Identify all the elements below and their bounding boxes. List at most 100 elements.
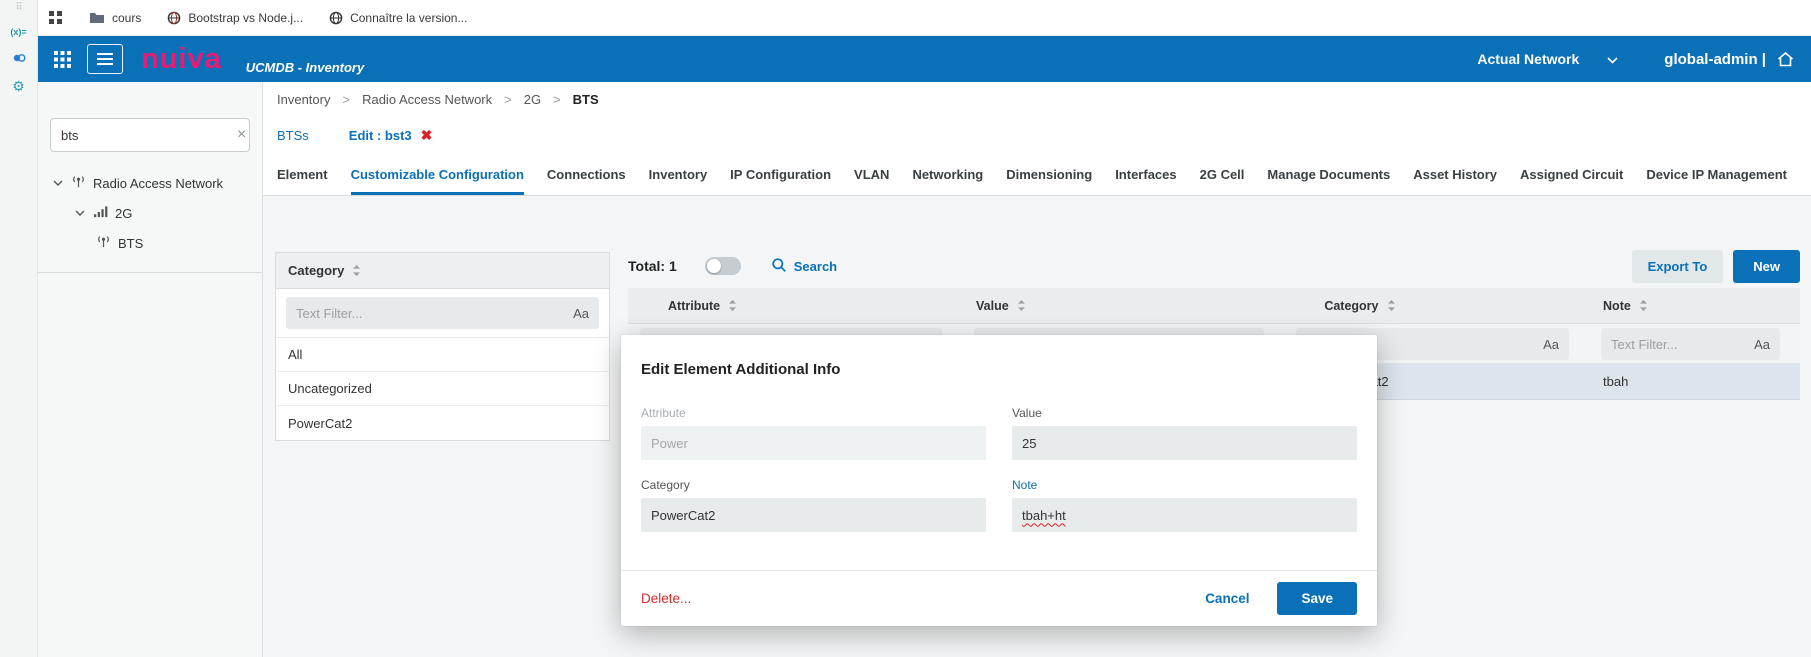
export-to-button[interactable]: Export To [1631,249,1724,283]
category-label: Category [641,478,690,492]
case-sensitive-toggle[interactable]: Aa [573,305,589,321]
value-input[interactable]: 25 [1012,426,1357,460]
bookmark-bootstrap[interactable]: Bootstrap vs Node.j... [167,11,303,25]
value-text: 25 [1022,435,1037,451]
sort-icon [1639,299,1648,312]
category-item-all[interactable]: All [276,338,609,372]
note-input[interactable]: tbah+ht [1012,498,1357,532]
search-button[interactable]: Search [771,257,837,276]
filter-toggle[interactable] [704,257,741,275]
note-filter-cell: Text Filter... Aa [1589,324,1800,364]
menu-button[interactable] [87,44,123,74]
network-label: Actual Network [1477,51,1580,67]
tab-edit-bst3[interactable]: Edit : bst3 ✖ [349,128,433,143]
speed-dial-icon[interactable] [48,10,63,25]
apps-grid-icon[interactable] [54,50,71,68]
column-header-note[interactable]: Note [1589,288,1800,323]
tab-btss[interactable]: BTSs [277,127,309,143]
total-count: Total: 1 [628,258,677,274]
signal-icon [93,205,108,221]
delete-button[interactable]: Delete... [641,591,692,606]
bookmark-cours[interactable]: cours [89,11,141,25]
tree-item-bts[interactable]: BTS [38,228,262,258]
category-item-powercat2[interactable]: PowerCat2 [288,415,353,431]
home-icon[interactable] [1776,50,1795,68]
case-sensitive-toggle[interactable]: Aa [1754,336,1770,352]
column-label: Category [1324,298,1379,313]
search-label: Search [793,258,838,274]
new-button[interactable]: New [1733,249,1800,283]
note-field: Note tbah+ht [1012,478,1357,532]
tab-customizable-configuration[interactable]: Customizable Configuration [350,154,524,195]
tab-2g-cell[interactable]: 2G Cell [1199,166,1245,182]
globe-icon [329,11,343,25]
filter-placeholder: Text Filter... [296,305,363,321]
note-label: Note [1012,478,1038,492]
tab-ip-configuration[interactable]: IP Configuration [730,166,832,182]
tab-interfaces[interactable]: Interfaces [1115,166,1177,182]
chevron-down-icon[interactable] [74,210,86,216]
save-button[interactable]: Save [1277,582,1357,615]
chevron-down-icon[interactable] [52,180,64,186]
column-header-attribute[interactable]: Attribute [628,288,962,323]
tab-dimensioning[interactable]: Dimensioning [1006,166,1093,182]
tab-connections[interactable]: Connections [546,166,626,182]
tree-item-2g[interactable]: 2G [38,198,262,228]
column-label: Value [976,298,1009,313]
folder-icon [89,11,105,24]
grip-icon[interactable]: ⠿ [15,2,22,13]
table-toolbar: Total: 1 Search Export To New [628,244,1800,288]
tab-assigned-circuit[interactable]: Assigned Circuit [1520,166,1624,182]
brand-logo[interactable]: nuiva [141,42,222,75]
sidebar-search-input[interactable] [61,127,237,143]
formula-extension-icon[interactable]: (x)= [10,27,27,37]
category-field: Category PowerCat2 [641,478,986,532]
column-header-value[interactable]: Value [962,288,1284,323]
attribute-field: Attribute Power [641,406,986,460]
category-column-header[interactable]: Category [276,253,609,289]
bookmark-connaitre[interactable]: Connaître la version... [329,11,467,25]
user-menu[interactable]: global-admin | [1664,50,1766,68]
category-input[interactable]: PowerCat2 [641,498,986,532]
tab-element[interactable]: Element [277,166,328,182]
sort-icon [728,299,737,312]
tree-item-label: Radio Access Network [93,175,224,191]
tab-device-ip-management[interactable]: Device IP Management [1646,166,1787,182]
browser-side-rail: ⠿ (x)= ⚙ [0,0,38,657]
detail-tabs: Element Customizable Configuration Conne… [263,154,1811,196]
column-header-category[interactable]: Category [1284,288,1589,323]
column-label: Note [1603,298,1631,313]
breadcrumb-2g[interactable]: 2G [524,92,573,107]
note-text: tbah+ht [1022,507,1066,523]
tab-asset-history[interactable]: Asset History [1413,166,1498,182]
breadcrumb-radio-access-network[interactable]: Radio Access Network [362,92,524,107]
tab-edit-bst3-label: Edit : bst3 [348,127,412,143]
gear-icon[interactable]: ⚙ [12,78,25,94]
tree-item-radio-access-network[interactable]: Radio Access Network [38,168,262,198]
tab-manage-documents[interactable]: Manage Documents [1267,166,1391,182]
clear-search-icon[interactable]: × [237,126,247,143]
filter-placeholder: Text Filter... [1611,336,1678,352]
close-tab-icon[interactable]: ✖ [420,127,433,143]
breadcrumb-inventory[interactable]: Inventory [277,92,362,107]
tab-networking[interactable]: Networking [912,166,984,182]
category-item-uncategorized[interactable]: Uncategorized [276,372,609,406]
circles-extension-icon[interactable] [11,51,27,65]
tree-item-label: 2G [115,205,133,221]
page-tabs: BTSs Edit : bst3 ✖ [263,116,1811,154]
cancel-button[interactable]: Cancel [1205,591,1250,606]
tab-inventory[interactable]: Inventory [648,166,708,182]
dialog-footer: Delete... Cancel Save [621,570,1377,626]
antenna-icon [71,174,86,192]
dialog-form: Attribute Power Value 25 Category PowerC… [641,406,1357,532]
cell-note: tbah [1603,374,1629,389]
sidebar-search-box[interactable]: × [50,118,250,152]
category-panel: Category Text Filter... Aa All Uncategor… [275,252,610,441]
case-sensitive-toggle[interactable]: Aa [1543,336,1560,352]
navigation-sidebar: × Radio Access Network 2G [38,82,263,657]
note-text-filter[interactable]: Text Filter... Aa [1601,328,1780,360]
category-text-filter[interactable]: Text Filter... Aa [286,297,599,329]
tab-vlan[interactable]: VLAN [854,166,890,182]
network-selector[interactable]: Actual Network [1477,51,1618,67]
